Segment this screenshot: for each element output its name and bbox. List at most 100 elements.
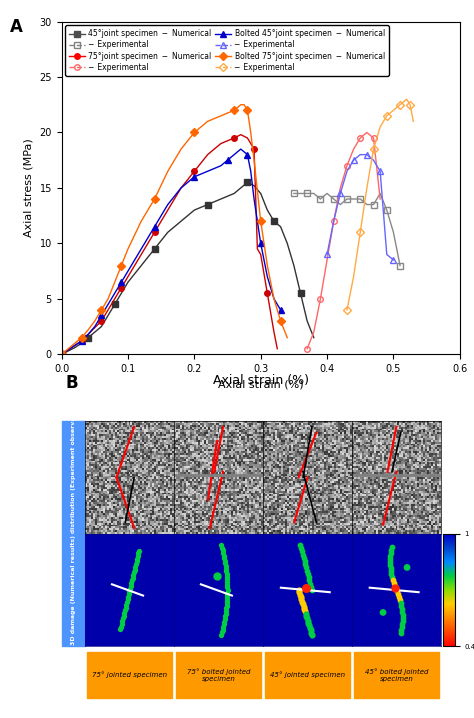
- Point: [307, 578, 314, 589]
- Point: [301, 559, 309, 570]
- Point: [399, 612, 406, 624]
- Point: [123, 597, 131, 608]
- Point: [386, 554, 394, 565]
- Point: [399, 606, 406, 617]
- Point: [218, 627, 226, 638]
- Text: 75° jointed specimen: 75° jointed specimen: [92, 671, 167, 679]
- Point: [379, 607, 387, 618]
- Point: [305, 617, 312, 629]
- Point: [219, 544, 227, 556]
- Point: [306, 574, 313, 586]
- Point: [388, 568, 395, 579]
- Point: [219, 547, 227, 559]
- Point: [122, 599, 130, 610]
- Point: [301, 603, 308, 615]
- Point: [218, 542, 226, 554]
- Text: 75° bolted jointed
specimen: 75° bolted jointed specimen: [187, 668, 250, 682]
- Point: [224, 587, 231, 598]
- Bar: [176, 652, 261, 698]
- Point: [300, 552, 308, 564]
- Point: [222, 563, 230, 574]
- Point: [224, 584, 231, 596]
- Point: [122, 602, 129, 613]
- Point: [297, 542, 305, 554]
- Point: [387, 562, 394, 574]
- Point: [388, 544, 395, 556]
- Point: [304, 568, 311, 579]
- Point: [302, 582, 310, 594]
- Point: [297, 539, 304, 551]
- Point: [403, 561, 411, 573]
- Point: [128, 574, 136, 586]
- Text: 45° jointed specimen: 45° jointed specimen: [270, 671, 345, 679]
- Point: [390, 577, 398, 588]
- Point: [305, 572, 312, 583]
- Point: [301, 555, 308, 567]
- Point: [307, 581, 315, 592]
- Point: [299, 598, 307, 610]
- Point: [399, 615, 406, 627]
- Point: [295, 584, 302, 596]
- Point: [396, 595, 403, 606]
- Text: B: B: [65, 374, 78, 392]
- Point: [223, 600, 230, 612]
- Point: [131, 561, 139, 572]
- Point: [391, 579, 399, 591]
- Point: [399, 618, 406, 630]
- Point: [220, 619, 228, 630]
- Point: [299, 549, 307, 560]
- Point: [298, 546, 306, 557]
- Point: [118, 618, 126, 630]
- Point: [302, 610, 310, 622]
- Point: [131, 564, 138, 575]
- Point: [129, 569, 137, 581]
- Text: A: A: [10, 18, 23, 36]
- Point: [387, 565, 395, 577]
- Point: [221, 555, 228, 567]
- Point: [397, 627, 404, 638]
- Point: [117, 623, 124, 635]
- Point: [388, 571, 396, 582]
- Point: [224, 582, 231, 593]
- Point: [298, 594, 305, 605]
- Point: [387, 550, 394, 561]
- Point: [222, 608, 229, 620]
- Point: [398, 600, 405, 612]
- Point: [223, 602, 230, 614]
- Point: [394, 589, 401, 600]
- Point: [125, 588, 133, 600]
- Point: [223, 569, 230, 580]
- Point: [220, 616, 228, 628]
- Point: [133, 553, 141, 564]
- Point: [224, 579, 231, 590]
- Point: [223, 571, 231, 582]
- Point: [124, 594, 131, 605]
- Point: [392, 583, 400, 595]
- Point: [134, 550, 142, 561]
- Point: [386, 559, 394, 571]
- Point: [307, 625, 314, 636]
- Point: [223, 597, 231, 609]
- Point: [135, 545, 143, 556]
- Point: [308, 627, 315, 638]
- Point: [391, 582, 398, 594]
- Point: [223, 566, 230, 577]
- Point: [219, 624, 227, 635]
- Point: [308, 584, 316, 596]
- Point: [213, 571, 220, 582]
- Point: [220, 552, 228, 564]
- Point: [296, 589, 304, 600]
- Point: [126, 586, 133, 597]
- Point: [386, 556, 394, 568]
- Point: [398, 621, 406, 633]
- Point: [398, 603, 406, 615]
- Point: [393, 586, 401, 597]
- Point: [221, 611, 229, 623]
- Point: [298, 596, 306, 607]
- Point: [303, 565, 311, 577]
- Text: 3D damage (Numerical results): 3D damage (Numerical results): [71, 535, 76, 645]
- Point: [295, 587, 303, 598]
- Point: [221, 558, 229, 569]
- Point: [218, 629, 225, 640]
- Point: [305, 620, 313, 631]
